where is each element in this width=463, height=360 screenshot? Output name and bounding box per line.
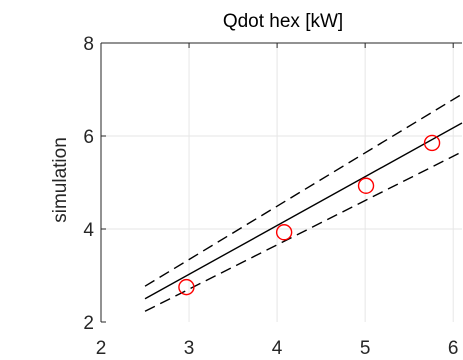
bound-line-dashed	[144, 93, 463, 287]
y-axis-label: simulation	[50, 137, 71, 223]
data-point	[178, 278, 195, 296]
data-point	[275, 224, 293, 241]
y-tick-label: 6	[83, 127, 94, 148]
plot-area	[101, 43, 462, 322]
data-point	[423, 134, 441, 152]
axes	[100, 42, 462, 323]
bound-line-dashed	[144, 151, 463, 312]
y-tick-label: 4	[83, 220, 94, 241]
grid-lines	[101, 43, 462, 322]
fit-lines	[144, 93, 463, 312]
data-points	[178, 134, 441, 296]
x-tick-label: 2	[96, 338, 107, 359]
y-tick-label: 2	[83, 313, 94, 334]
x-tick-label: 3	[184, 338, 195, 359]
x-tick-label: 6	[448, 338, 459, 359]
y-tick-label: 8	[83, 34, 94, 55]
chart-title: Qdot hex [kW]	[223, 11, 343, 32]
data-point	[357, 177, 375, 194]
tick-labels: 2 4 6 8 2 3 4 5 6	[83, 34, 458, 359]
x-tick-label: 5	[360, 338, 371, 359]
x-tick-label: 4	[272, 338, 283, 359]
fit-line	[144, 122, 463, 300]
